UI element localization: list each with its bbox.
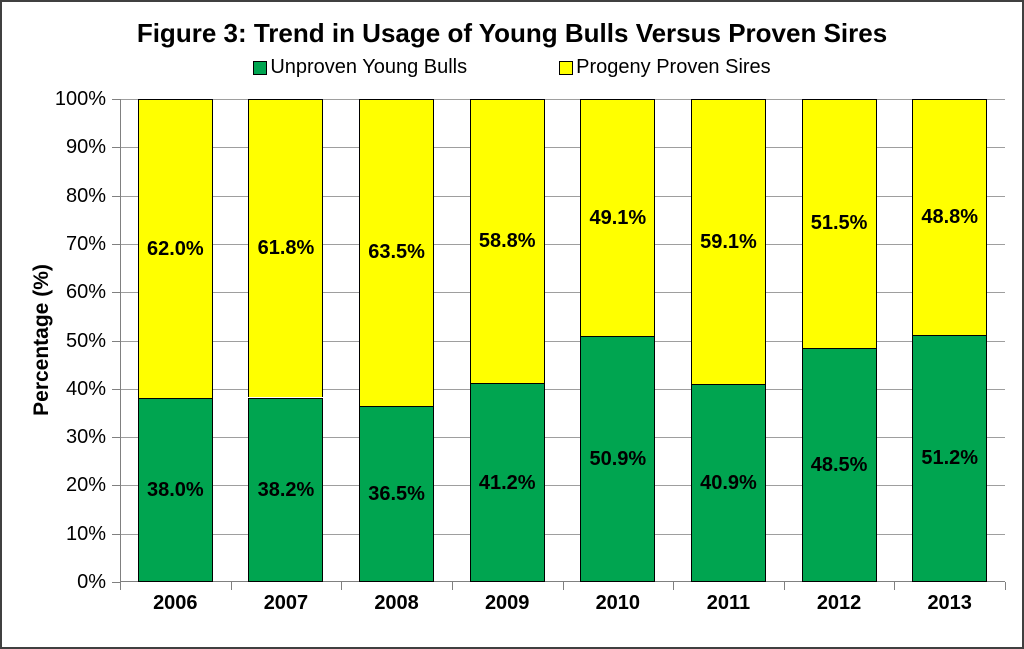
bar-column: 36.5% 63.5% xyxy=(359,99,435,582)
bar-segment-unproven-young-bulls xyxy=(580,336,656,582)
bar-label-yellow: 59.1% xyxy=(700,230,757,253)
y-tick-mark xyxy=(112,340,121,342)
bar-label-yellow: 51.5% xyxy=(810,212,868,235)
bar-segment-progeny-proven-sires xyxy=(690,99,766,385)
legend: Unproven Young Bulls Progeny Proven Sire… xyxy=(2,56,1022,79)
y-tick-label: 60% xyxy=(65,281,106,304)
bar-column: 40.9% 59.1% xyxy=(690,99,766,582)
bar-label-yellow: 62.0% xyxy=(146,237,204,260)
y-tick-label: 30% xyxy=(65,426,106,449)
y-tick-mark xyxy=(112,388,121,390)
bar-label-green: 36.5% xyxy=(368,482,425,505)
x-tick-mark xyxy=(894,582,896,590)
legend-swatch-yellow-icon xyxy=(559,60,574,75)
x-axis-label: 2011 xyxy=(706,592,751,614)
bar-segment-unproven-young-bulls xyxy=(359,405,435,582)
y-tick-label: 100% xyxy=(54,88,106,110)
bar-label-green: 50.9% xyxy=(589,448,647,471)
x-tick-mark xyxy=(673,582,675,590)
bar-label-green: 41.2% xyxy=(478,471,536,494)
bar-label-yellow: 48.8% xyxy=(921,205,979,228)
bar-label-green: 38.0% xyxy=(146,479,204,502)
legend-item-progeny-proven-sires: Progeny Proven Sires xyxy=(559,56,771,79)
x-axis-label: 2012 xyxy=(816,592,862,614)
x-tick-mark xyxy=(562,582,564,590)
y-tick-label: 70% xyxy=(65,232,106,255)
bar-label-yellow: 61.8% xyxy=(257,237,315,260)
legend-swatch-green-icon xyxy=(253,60,268,75)
bar-segment-unproven-young-bulls xyxy=(137,398,213,582)
bar-column: 51.2% 48.8% xyxy=(912,99,988,582)
bar-segment-unproven-young-bulls xyxy=(469,383,545,582)
y-tick-mark xyxy=(112,147,121,149)
bar-segment-progeny-proven-sires xyxy=(469,99,545,383)
y-tick-mark xyxy=(112,99,121,100)
bar-segment-progeny-proven-sires xyxy=(137,99,213,399)
bar-column: 38.0% 62.0% xyxy=(137,99,213,582)
gridline xyxy=(120,388,1005,390)
bar-segment-progeny-proven-sires xyxy=(912,99,988,335)
y-tick-label: 10% xyxy=(65,522,106,545)
legend-label-progeny-proven-sires: Progeny Proven Sires xyxy=(576,56,771,78)
bar-column: 50.9% 49.1% xyxy=(580,99,656,582)
gridline xyxy=(120,485,1005,487)
y-tick-label: 0% xyxy=(77,571,106,593)
y-tick-label: 90% xyxy=(65,136,106,159)
legend-item-unproven-young-bulls: Unproven Young Bulls xyxy=(253,56,467,79)
x-axis-label: 2008 xyxy=(374,592,419,614)
chart-title: Figure 3: Trend in Usage of Young Bulls … xyxy=(136,18,888,48)
gridline xyxy=(120,195,1005,197)
bar-column: 38.2% 61.8% xyxy=(248,99,324,582)
y-tick-mark xyxy=(112,437,121,439)
x-tick-mark xyxy=(230,582,232,590)
gridline xyxy=(120,533,1005,535)
y-tick-mark xyxy=(112,195,121,197)
bar-label-green: 40.9% xyxy=(700,472,757,495)
bar-label-green: 48.5% xyxy=(810,453,868,476)
x-axis-label: 2007 xyxy=(263,592,309,614)
bar-segment-unproven-young-bulls xyxy=(801,347,877,582)
y-tick-label: 50% xyxy=(65,329,106,352)
gridline xyxy=(120,243,1005,245)
gridline xyxy=(120,99,1005,100)
y-tick-mark xyxy=(112,582,121,583)
x-tick-mark xyxy=(1005,582,1006,590)
x-axis-label: 2010 xyxy=(595,592,641,614)
bar-segment-progeny-proven-sires xyxy=(801,99,877,348)
y-tick-mark xyxy=(112,292,121,294)
bar-segment-progeny-proven-sires xyxy=(248,99,324,398)
bar-label-yellow: 58.8% xyxy=(478,230,536,253)
y-tick-label: 80% xyxy=(65,184,106,207)
y-tick-mark xyxy=(112,243,121,245)
x-tick-mark xyxy=(341,582,343,590)
x-tick-mark xyxy=(120,582,121,590)
x-axis-label: 2009 xyxy=(484,592,530,614)
x-tick-mark xyxy=(783,582,785,590)
bar-column: 41.2% 58.8% xyxy=(469,99,545,582)
x-tick-mark xyxy=(451,582,453,590)
x-axis-label: 2006 xyxy=(153,592,198,614)
x-axis-label: 2013 xyxy=(927,592,972,614)
legend-label-unproven-young-bulls: Unproven Young Bulls xyxy=(270,56,468,78)
bar-segment-progeny-proven-sires xyxy=(580,99,656,337)
bar-column: 48.5% 51.5% xyxy=(801,99,877,582)
y-tick-mark xyxy=(112,533,121,535)
y-tick-label: 40% xyxy=(65,377,106,400)
bar-label-yellow: 63.5% xyxy=(368,241,425,264)
y-tick-mark xyxy=(112,485,121,487)
gridline xyxy=(120,437,1005,439)
y-tick-label: 20% xyxy=(65,474,106,497)
bar-label-green: 51.2% xyxy=(921,447,979,470)
gridline xyxy=(120,147,1005,149)
bar-segment-unproven-young-bulls xyxy=(690,384,766,582)
bar-segment-progeny-proven-sires xyxy=(359,99,435,406)
bar-label-green: 38.2% xyxy=(257,478,315,501)
bar-label-yellow: 49.1% xyxy=(589,206,647,229)
gridline xyxy=(120,340,1005,342)
bar-segment-unproven-young-bulls xyxy=(248,397,324,582)
gridline xyxy=(120,292,1005,294)
bar-segment-unproven-young-bulls xyxy=(912,334,988,582)
